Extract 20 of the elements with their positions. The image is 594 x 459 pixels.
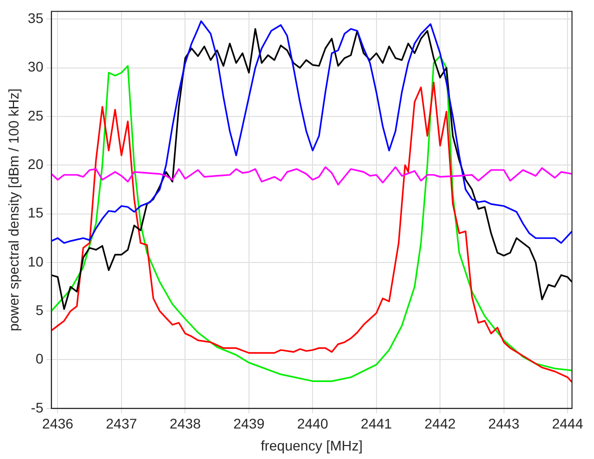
x-tick-label: 2440 [297,416,328,432]
x-axis-title: frequency [MHz] [260,437,363,454]
y-tick-label: 5 [36,302,44,318]
y-tick-label: 25 [28,107,44,124]
y-tick-label: 20 [28,156,44,172]
y-tick-label: 10 [28,253,44,270]
x-tick-label: 2441 [360,416,392,432]
x-tick-label: 2438 [170,416,201,432]
x-tick-label: 2439 [233,416,265,432]
y-axis-title: power spectral density [dBm / 100 kHz] [5,88,22,332]
y-tick-label: 35 [28,10,44,26]
x-tick-label: 2444 [552,416,584,432]
x-tick-label: 2436 [42,416,74,432]
x-tick-label: 2443 [488,416,520,432]
y-tick-label: 30 [28,58,44,75]
y-tick-label: 0 [36,350,44,367]
y-tick-label: 15 [28,204,44,221]
y-tick-label: -5 [30,399,44,416]
x-tick-label: 2442 [424,416,456,432]
x-tick-label: 2437 [106,416,138,432]
